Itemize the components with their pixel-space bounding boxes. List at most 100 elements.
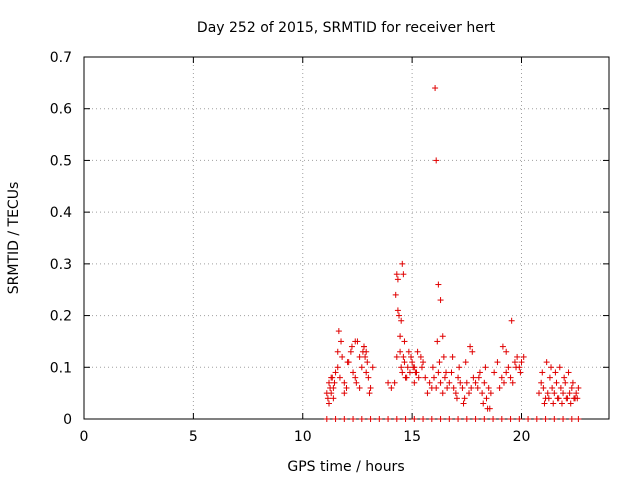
data-point [511,359,518,366]
data-point [403,374,410,381]
data-point [481,379,488,386]
data-point [404,364,411,371]
data-point [420,416,427,422]
data-point [490,416,497,422]
data-point [549,384,556,391]
data-point [562,379,569,386]
data-point [455,374,462,381]
data-point [482,364,489,371]
data-point [331,379,338,386]
data-point [358,364,365,371]
data-point [408,353,415,360]
data-point [539,369,546,376]
data-point [456,364,463,371]
data-point [332,416,339,422]
data-point [394,307,401,314]
data-point [457,379,464,386]
data-point [544,390,551,397]
axis-ticks: 0 5 10 15 20 0 0.1 0.2 0.3 0.4 0.5 0.6 0.7 [50,50,609,445]
data-point [352,374,359,381]
data-point [472,416,479,422]
data-point [344,359,351,366]
data-point [332,369,339,376]
data-point [435,281,442,288]
data-point [400,353,407,360]
data-point [341,416,348,422]
data-point [498,374,505,381]
data-point [507,374,514,381]
data-point [350,416,357,422]
data-point [446,379,453,386]
data-point [367,416,374,422]
data-point [518,359,525,366]
data-point [414,348,421,355]
chart-title: Day 252 of 2015, SRMTID for receiver her… [197,20,496,36]
data-point [554,395,561,402]
data-point [560,390,567,397]
data-point [503,369,510,376]
data-point [401,338,408,345]
data-point [479,390,486,397]
data-point [353,379,360,386]
data-point [572,395,579,402]
data-point [433,157,440,164]
data-point [496,384,503,391]
data-point [367,384,374,391]
data-point [480,400,487,407]
data-point [513,364,520,371]
data-point [338,338,345,345]
data-point [385,379,392,386]
data-point [552,369,559,376]
data-point [330,395,337,402]
data-point [434,338,441,345]
y-tick-label: 0.3 [50,257,72,273]
data-point [415,374,422,381]
data-point [449,353,456,360]
y-tick-label: 0.4 [50,205,72,221]
data-point [538,379,545,386]
data-point [575,384,582,391]
data-point [437,297,444,304]
data-point [472,379,479,386]
x-tick-label: 10 [294,429,312,445]
data-point [397,333,404,340]
data-point [324,395,331,402]
data-point [328,374,335,381]
data-point [498,416,505,422]
y-tick-label: 0.2 [50,309,72,325]
data-point [412,369,419,376]
data-point [501,379,507,386]
data-point [462,359,469,366]
data-point [550,400,557,407]
data-point [450,384,457,391]
data-point [358,416,365,422]
data-point [545,395,552,402]
data-point [542,416,549,422]
data-point [505,364,512,371]
data-point [569,379,576,386]
data-point [363,348,370,355]
data-point [553,379,560,386]
data-point [411,416,418,422]
data-point [520,353,527,360]
data-point [444,384,451,391]
data-point [323,416,330,422]
y-tick-label: 0 [63,412,72,428]
data-point [536,390,542,397]
data-point [422,374,429,381]
data-point [491,369,498,376]
y-tick-label: 0.5 [50,153,72,169]
x-tick-label: 20 [513,429,531,445]
data-point [405,348,412,355]
data-point [560,416,567,422]
data-point [575,416,582,422]
data-point [461,395,468,402]
data-point [494,359,501,366]
data-point [330,384,337,391]
data-point [393,416,400,422]
data-point [487,390,494,397]
data-point [440,353,447,360]
data-point [566,390,573,397]
data-point [339,353,346,360]
